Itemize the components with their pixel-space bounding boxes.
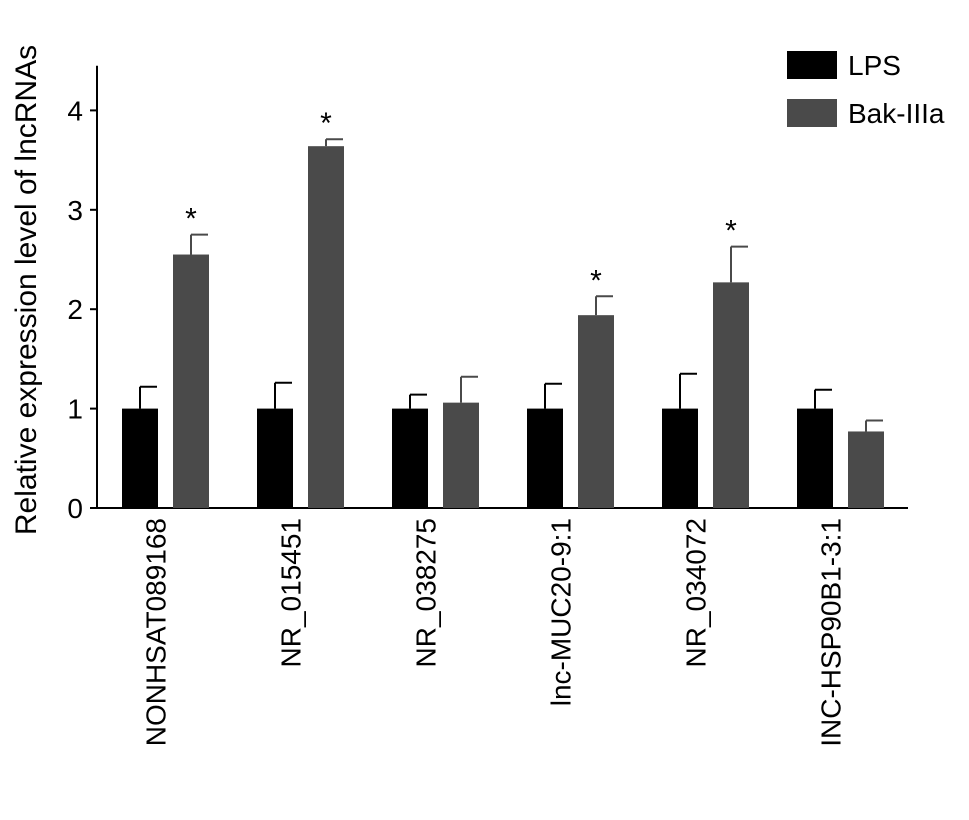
legend-label-lps: LPS	[848, 50, 901, 81]
y-tick-label-4: 4	[67, 95, 83, 126]
x-tick-label-nr-034072: NR_034072	[680, 518, 711, 667]
bar-lps-5	[797, 408, 833, 508]
significance-mark-4: *	[725, 215, 737, 248]
bar-lps-3	[527, 408, 563, 508]
x-tick-label-nonhsat089168: NONHSAT089168	[140, 518, 171, 746]
bar-lps-0	[122, 408, 158, 508]
y-tick-label-0: 0	[67, 493, 83, 524]
bar-bak-iiia-4	[713, 282, 749, 508]
bar-lps-2	[392, 408, 428, 508]
bar-bak-iiia-1	[308, 146, 344, 508]
significance-mark-0: *	[185, 203, 197, 236]
bar-bak-iiia-2	[443, 402, 479, 508]
y-axis-label: Relative expression level of lncRNAs	[10, 45, 43, 535]
significance-mark-3: *	[590, 264, 602, 297]
bar-lps-4	[662, 408, 698, 508]
x-tick-label-nr-015451: NR_015451	[275, 518, 306, 667]
y-tick-label-1: 1	[67, 394, 83, 425]
bar-bak-iiia-5	[848, 431, 884, 508]
x-tick-label-lnc-muc20-9-1: lnc-MUC20-9:1	[545, 518, 576, 706]
bar-bak-iiia-3	[578, 315, 614, 508]
bar-bak-iiia-0	[173, 254, 209, 508]
x-tick-label-inc-hsp90b1-3-1: INC-HSP90B1-3:1	[815, 518, 846, 747]
significance-mark-1: *	[320, 107, 332, 140]
y-tick-label-2: 2	[67, 294, 83, 325]
legend-swatch-lps	[787, 51, 837, 79]
y-tick-label-3: 3	[67, 195, 83, 226]
x-tick-label-nr-038275: NR_038275	[410, 518, 441, 667]
legend-label-bak-iiia: Bak-IIIa	[848, 98, 945, 129]
bar-lps-1	[257, 408, 293, 508]
legend-swatch-bak-iiia	[787, 99, 837, 127]
